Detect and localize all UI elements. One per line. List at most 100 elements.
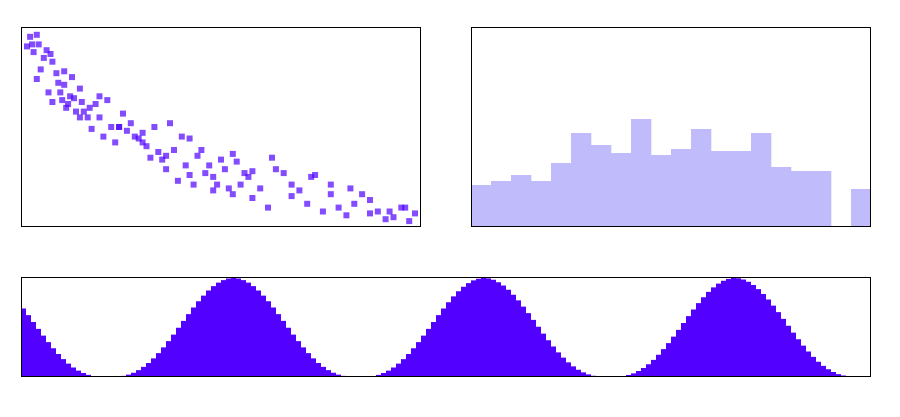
scatter-point: [402, 204, 409, 211]
scatter-point: [390, 214, 397, 221]
scatter-point: [210, 173, 217, 180]
scatter-point: [347, 185, 354, 192]
scatter-point: [27, 33, 34, 40]
area-frame: [21, 277, 871, 377]
scatter-point: [351, 200, 358, 207]
scatter-point: [257, 185, 264, 192]
scatter-point: [69, 74, 75, 81]
scatter-point: [61, 81, 68, 88]
scatter-point: [104, 97, 111, 104]
scatter-point: [202, 170, 209, 177]
scatter-point: [151, 124, 158, 130]
area-panel: [21, 277, 871, 377]
area-chart: [21, 277, 871, 377]
scatter-point: [327, 191, 334, 198]
histogram-bar: [611, 153, 632, 227]
scatter-point: [241, 170, 248, 177]
scatter-point: [61, 68, 68, 75]
scatter-point: [367, 197, 373, 203]
scatter-point: [92, 101, 99, 107]
scatter-point: [398, 204, 405, 211]
scatter-point: [35, 41, 42, 48]
histogram-bar: [711, 151, 732, 227]
scatter-point: [214, 181, 221, 188]
histogram-bar: [651, 155, 672, 227]
scatter-point: [96, 114, 103, 121]
histogram-bar: [491, 181, 512, 227]
histogram-bar: [791, 171, 812, 227]
scatter-point: [49, 58, 56, 65]
scatter-point: [76, 114, 83, 121]
scatter-point: [265, 204, 271, 211]
scatter-point: [88, 125, 95, 132]
scatter-point: [296, 187, 303, 194]
scatter-point: [210, 187, 217, 194]
histogram-bar: [631, 119, 652, 227]
scatter-point: [123, 127, 130, 134]
scatter-point: [167, 120, 173, 127]
scatter-point: [359, 191, 366, 198]
scatter-points: [24, 31, 418, 225]
scatter-point: [163, 152, 170, 159]
scatter-chart: [21, 27, 421, 227]
scatter-point: [269, 154, 275, 161]
scatter-point: [229, 150, 236, 157]
area-fill: [21, 278, 871, 377]
scatter-point: [382, 216, 389, 223]
scatter-point: [24, 43, 30, 50]
scatter-point: [131, 133, 138, 140]
histogram-panel: [471, 27, 871, 227]
scatter-point: [45, 89, 52, 96]
scatter-point: [67, 93, 74, 100]
scatter-point: [237, 181, 244, 188]
scatter-point: [33, 76, 40, 82]
scatter-point: [288, 193, 295, 200]
scatter-point: [108, 124, 115, 130]
scatter-point: [186, 135, 193, 142]
scatter-point: [367, 210, 373, 217]
scatter-point: [229, 191, 236, 198]
scatter-point: [78, 99, 85, 105]
scatter-point: [116, 124, 123, 130]
scatter-point: [182, 162, 189, 169]
scatter-point: [47, 51, 54, 57]
scatter-point: [29, 41, 36, 48]
scatter-point: [59, 97, 66, 104]
histogram-bar: [571, 133, 592, 227]
scatter-point: [63, 104, 70, 111]
scatter-point: [96, 93, 103, 100]
scatter-point: [374, 208, 381, 215]
scatter-point: [139, 129, 146, 136]
scatter-point: [249, 195, 256, 201]
scatter-point: [218, 156, 224, 163]
histogram-bar: [471, 185, 492, 227]
scatter-point: [312, 172, 319, 178]
scatter-point: [174, 177, 181, 184]
histogram-bar: [671, 149, 692, 227]
scatter-point: [280, 170, 287, 177]
scatter-point: [71, 95, 77, 102]
scatter-point: [335, 204, 342, 211]
scatter-point: [171, 147, 177, 153]
scatter-point: [194, 152, 201, 159]
scatter-point: [33, 31, 40, 38]
scatter-point: [308, 173, 315, 180]
scatter-point: [272, 166, 279, 173]
scatter-point: [57, 89, 64, 96]
histogram-chart: [471, 27, 871, 227]
scatter-point: [198, 147, 205, 153]
scatter-point: [120, 110, 126, 117]
scatter-panel: [21, 27, 421, 227]
scatter-frame: [21, 27, 421, 227]
scatter-point: [76, 85, 83, 92]
scatter-point: [221, 166, 228, 173]
scatter-point: [304, 200, 311, 207]
scatter-point: [319, 208, 326, 215]
histogram-bar: [551, 163, 572, 227]
scatter-point: [288, 181, 295, 188]
scatter-point: [386, 208, 393, 215]
scatter-point: [86, 104, 93, 111]
scatter-point: [37, 66, 44, 73]
scatter-point: [139, 139, 146, 146]
scatter-point: [65, 101, 72, 107]
